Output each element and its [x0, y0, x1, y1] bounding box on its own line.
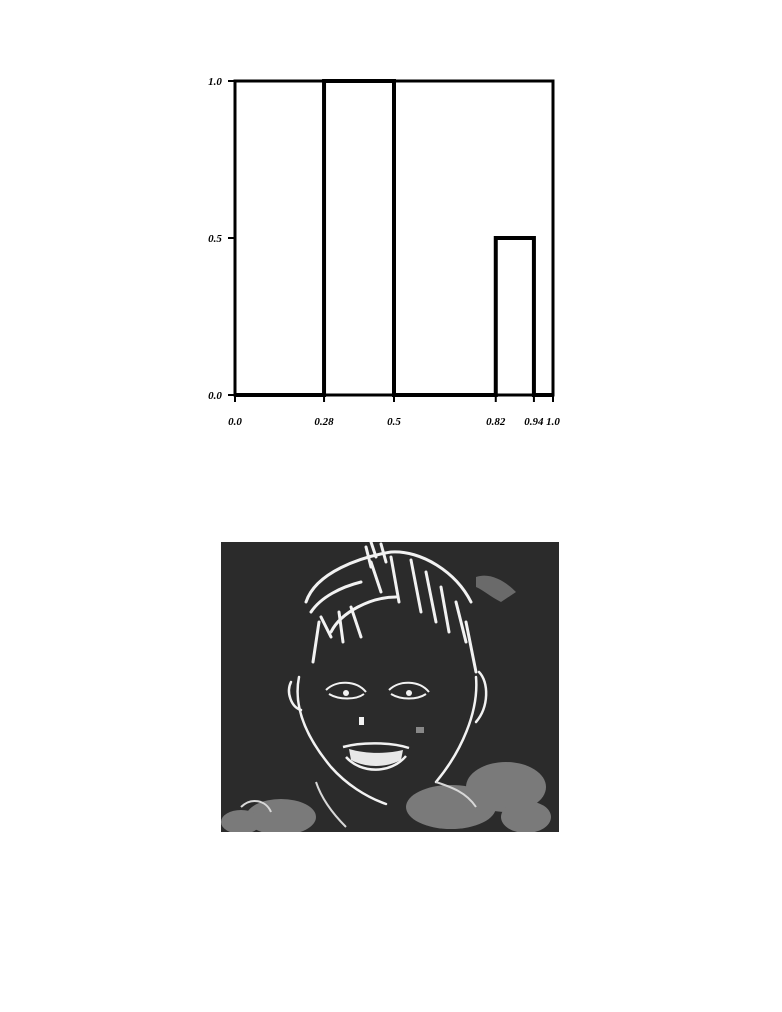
- x-tick-label: 0.28: [314, 416, 334, 428]
- y-tick-label: 0.0: [208, 390, 222, 402]
- chart-svg: 0.0 0.28 0.5 0.82 0.94 1.00.00.51.0: [208, 76, 560, 428]
- y-tick-label: 0.5: [208, 233, 222, 245]
- y-tick-label: 1.0: [208, 76, 222, 88]
- x-tick-label: 1.0: [546, 416, 560, 428]
- chart-ticks: 0.0 0.28 0.5 0.82 0.94 1.00.00.51.0: [208, 76, 560, 428]
- step-series-line: [235, 79, 553, 397]
- x-tick-label: 0.5: [387, 416, 401, 428]
- x-tick-label: 0.0: [228, 416, 242, 428]
- step-function-chart: 0.0 0.28 0.5 0.82 0.94 1.0 0.0 0.5 1.0: [190, 60, 590, 440]
- x-tick-label: 0.94: [524, 416, 544, 428]
- x-tick-label: 0.82: [486, 416, 506, 428]
- chart-series: [235, 79, 553, 397]
- edge-detected-face-image: [221, 542, 559, 832]
- face-edge-illustration: [221, 542, 559, 832]
